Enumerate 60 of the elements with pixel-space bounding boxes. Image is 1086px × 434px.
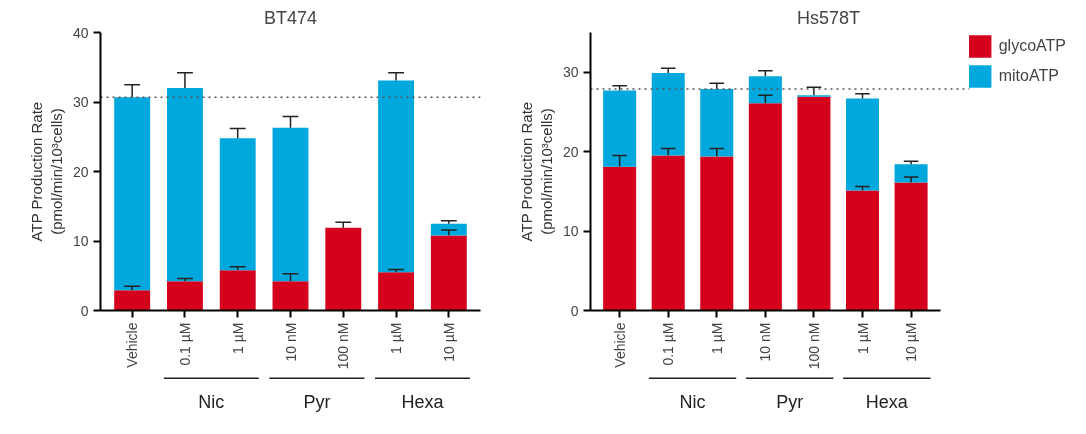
text: Pyr (303, 391, 331, 412)
bar (272, 281, 309, 311)
bar (651, 73, 685, 156)
x-tick-label: 10 µM (440, 322, 457, 362)
y-tick-label: 40 (72, 24, 89, 41)
bar (845, 190, 880, 311)
text: Pyr (776, 391, 804, 412)
bar (700, 88, 734, 157)
bar (748, 76, 782, 104)
bar (325, 227, 362, 311)
bar (430, 235, 467, 311)
x-tick-label: 10 nM (282, 322, 299, 362)
bar (114, 97, 151, 291)
text: Hexa (401, 391, 445, 412)
chart-title: Hs578T (796, 7, 861, 28)
text: Nic (679, 391, 706, 412)
x-tick-label: 1 µM (388, 322, 405, 354)
x-tick-label: 1 µM (854, 322, 871, 354)
bar (603, 90, 637, 167)
bar (603, 166, 637, 311)
text: Nic (198, 391, 225, 412)
y-tick-label: 30 (72, 94, 89, 110)
y-tick-label: 20 (562, 143, 579, 160)
y-tick-label: 0 (570, 302, 579, 319)
y-tick-label: 30 (562, 64, 579, 81)
x-tick-label: Vehicle (124, 322, 141, 368)
bar (700, 156, 734, 311)
text: Hexa (865, 391, 909, 412)
bar (219, 270, 256, 311)
bar (378, 80, 414, 273)
legend-label: mitoATP (998, 67, 1059, 85)
bar (894, 164, 928, 183)
bar (651, 155, 685, 311)
x-tick-label: 100 nM (335, 322, 352, 370)
bar (748, 103, 782, 311)
bar (894, 182, 928, 311)
y-tick-label: 0 (80, 302, 89, 319)
chart-title: BT474 (263, 7, 318, 28)
bar (378, 272, 414, 311)
y-tick-label: 10 (72, 233, 89, 249)
x-tick-label: 1 µM (708, 322, 725, 354)
bar (845, 98, 880, 191)
x-tick-label: 1 µM (229, 322, 246, 354)
bar (272, 127, 309, 282)
bar (797, 96, 831, 311)
y-axis-title: ATP Production Rate (pmol/min/10³cells) (517, 101, 555, 242)
bar (167, 88, 203, 282)
x-tick-label: 0.1 µM (660, 322, 677, 366)
x-tick-label: Vehicle (611, 322, 628, 368)
legend-label: glycoATP (998, 37, 1066, 55)
x-tick-label: 100 nM (805, 322, 822, 370)
bar (167, 281, 203, 311)
x-tick-label: 10 µM (903, 322, 920, 362)
x-tick-label: 0.1 µM (176, 322, 193, 366)
bar (219, 138, 256, 271)
bar (114, 290, 151, 311)
y-axis-title: ATP Production Rate (pmol/min/10³cells) (27, 101, 65, 242)
y-tick-label: 10 (562, 223, 579, 240)
x-tick-label: 10 nM (757, 322, 774, 362)
y-tick-label: 20 (72, 163, 89, 180)
